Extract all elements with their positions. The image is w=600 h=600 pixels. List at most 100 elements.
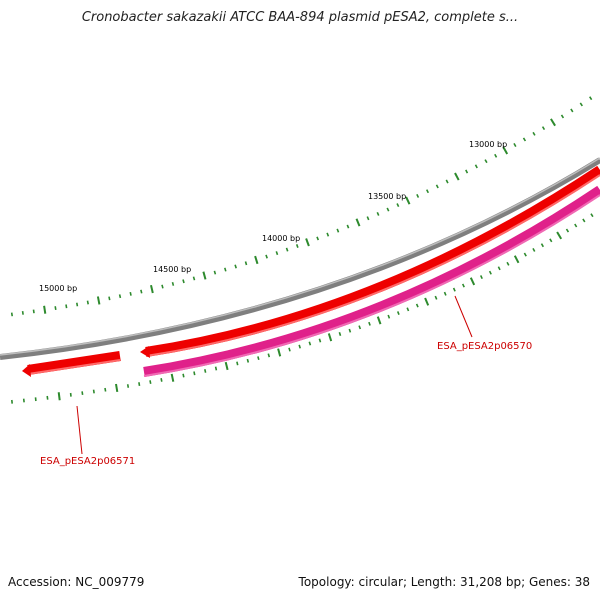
scale-label-15000: 15000 bp [39,284,77,293]
minor-tick [560,114,565,119]
minor-tick [532,131,536,136]
minor-tick [461,283,465,288]
gene-label-leader-ESA_pESA2p06571 [76,405,83,455]
minor-tick [387,314,391,319]
minor-tick [21,310,24,315]
minor-tick [452,287,456,292]
minor-tick [366,216,370,221]
scale-label-14000: 14000 bp [262,234,300,243]
minor-tick [443,291,447,296]
minor-tick [182,279,185,284]
inner-tick-marks [11,213,594,404]
minor-tick [396,203,400,208]
minor-tick [522,137,527,142]
minor-tick [171,282,175,286]
major-tick [502,146,509,155]
minor-tick [582,218,586,223]
backbone-circle [0,157,600,360]
minor-tick [126,384,130,388]
gene-ESA_pESA2p06570-reverse[interactable] [143,185,600,377]
minor-tick [326,232,330,237]
minor-tick [497,266,501,271]
gene-label-ESA_pESA2p06570[interactable]: ESA_pESA2p06570 [437,341,532,352]
minor-tick [541,126,546,131]
minor-tick [336,228,340,233]
minor-tick [92,389,95,394]
gene-ESA_pESA2p06571-highlight [27,359,121,375]
major-tick [327,333,333,342]
major-tick [254,255,259,265]
minor-tick [465,169,469,174]
backbone-circle-highlight [0,157,600,356]
major-tick [305,238,310,247]
gene-ESA_pESA2p06570-forward[interactable] [145,165,600,357]
gene-label-leader-ESA_pESA2p06570 [454,295,473,338]
minor-tick [214,366,218,371]
minor-tick [108,296,111,301]
minor-tick [288,347,291,352]
gene-ESA_pESA2p06570-forward-arrowhead [140,346,150,358]
minor-tick [86,300,89,305]
minor-tick [346,224,350,229]
minor-tick [204,369,207,373]
minor-tick [265,254,268,259]
minor-tick [236,361,239,366]
minor-tick [368,321,371,326]
minor-tick [523,252,527,257]
minor-tick [182,373,185,378]
minor-tick [129,291,132,296]
minor-tick [474,164,478,169]
minor-tick [574,223,578,228]
outer-tick-marks [10,96,593,317]
gene-ESA_pESA2p06571[interactable] [27,351,121,375]
minor-tick [234,264,237,269]
minor-tick [193,371,196,376]
gene-ESA_pESA2p06570-forward-highlight [145,174,600,357]
minor-tick [386,207,390,212]
major-tick [513,255,520,264]
minor-tick [513,143,517,147]
minor-tick [579,102,583,107]
major-tick [96,296,101,305]
minor-tick [246,358,250,363]
minor-tick [81,391,84,396]
minor-tick [494,153,498,158]
minor-tick [46,395,49,400]
minor-tick [484,159,488,164]
minor-tick [160,378,163,382]
major-tick [424,297,430,306]
minor-tick [479,275,483,280]
accession-text: Accession: NC_009779 [8,575,145,589]
minor-tick [295,244,299,248]
gene-ESA_pESA2p06571-arrowhead [22,364,31,377]
minor-tick [149,380,152,384]
minor-tick [348,328,352,333]
minor-tick [506,261,510,266]
minor-tick [488,270,492,275]
major-tick [202,271,207,280]
minor-tick [338,332,342,336]
minor-tick [138,382,141,387]
scale-label-13000: 13000 bp [469,140,507,149]
major-tick [454,172,460,181]
minor-tick [308,341,312,346]
minor-tick [65,304,68,309]
scale-label-14500: 14500 bp [153,265,191,274]
minor-tick [540,243,544,248]
major-tick [224,361,229,371]
minor-tick [224,267,227,272]
major-tick [556,231,563,240]
minor-tick [285,247,289,252]
minor-tick [358,325,362,330]
minor-tick [318,338,322,343]
major-tick [57,392,61,401]
major-tick [405,196,411,205]
gene-label-ESA_pESA2p06571[interactable]: ESA_pESA2p06571 [40,456,135,467]
minor-tick [589,96,593,101]
minor-tick [244,261,248,266]
minor-tick [406,307,410,312]
minor-tick [257,356,260,361]
minor-tick [532,248,536,252]
major-tick [170,373,175,382]
